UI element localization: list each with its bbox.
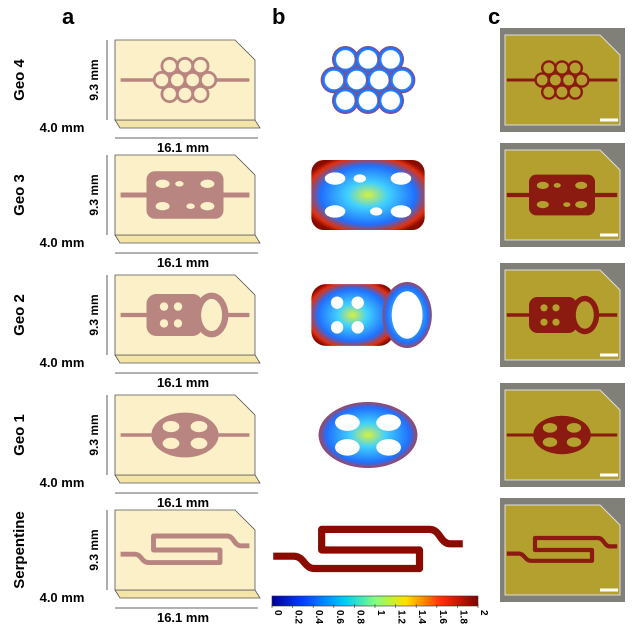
height-label: 9.3 mm bbox=[87, 294, 101, 335]
length-label: 16.1 mm bbox=[157, 495, 209, 510]
block-side bbox=[115, 235, 260, 243]
simulation bbox=[273, 402, 463, 468]
height-label: 9.3 mm bbox=[87, 414, 101, 455]
colorbar-tick-label: 1 bbox=[375, 610, 386, 616]
row-label: Geo 1 bbox=[11, 414, 28, 456]
height-label: 9.3 mm bbox=[87, 59, 101, 100]
thickness-label: 4.0 mm bbox=[40, 235, 85, 250]
simulation bbox=[273, 160, 463, 230]
colorbar-tick-label: 0.8 bbox=[354, 610, 365, 624]
panel-label: a bbox=[62, 4, 75, 29]
colorbar-tick-label: 1.6 bbox=[437, 610, 448, 624]
row-label: Geo 3 bbox=[11, 174, 28, 216]
thickness-label: 4.0 mm bbox=[40, 590, 85, 605]
row-label: Geo 4 bbox=[11, 59, 28, 101]
length-label: 16.1 mm bbox=[157, 610, 209, 625]
block-side bbox=[115, 590, 260, 598]
colorbar-tick-label: 0 bbox=[272, 610, 283, 616]
block-side bbox=[115, 355, 260, 363]
simulation bbox=[273, 529, 463, 568]
colorbar-tick-label: 0.4 bbox=[313, 610, 324, 624]
row-label: Serpentine bbox=[11, 511, 28, 589]
length-label: 16.1 mm bbox=[157, 375, 209, 390]
colorbar-tick-label: 0.2 bbox=[293, 610, 304, 624]
height-label: 9.3 mm bbox=[87, 529, 101, 570]
length-label: 16.1 mm bbox=[157, 140, 209, 155]
thickness-label: 4.0 mm bbox=[40, 475, 85, 490]
block-side bbox=[115, 475, 260, 483]
colorbar-tick-label: 0.6 bbox=[334, 610, 345, 624]
block-side bbox=[115, 120, 260, 128]
row-label: Geo 2 bbox=[11, 294, 28, 336]
panel-label: c bbox=[488, 4, 500, 29]
simulation bbox=[273, 282, 463, 348]
height-label: 9.3 mm bbox=[87, 174, 101, 215]
colorbar-tick-label: 1.2 bbox=[396, 610, 407, 624]
thickness-label: 4.0 mm bbox=[40, 355, 85, 370]
length-label: 16.1 mm bbox=[157, 255, 209, 270]
simulation bbox=[273, 46, 463, 114]
panel-label: b bbox=[272, 4, 285, 29]
colorbar-tick-label: 1.4 bbox=[416, 610, 427, 624]
colorbar-tick-label: 1.8 bbox=[457, 610, 468, 624]
figure: a b c Geo 4 9.3 mm 4.0 mm 16.1 mm Geo 3 9.3 mm 4.… bbox=[0, 0, 632, 627]
thickness-label: 4.0 mm bbox=[40, 120, 85, 135]
colorbar-tick-label: 2 bbox=[478, 610, 489, 616]
